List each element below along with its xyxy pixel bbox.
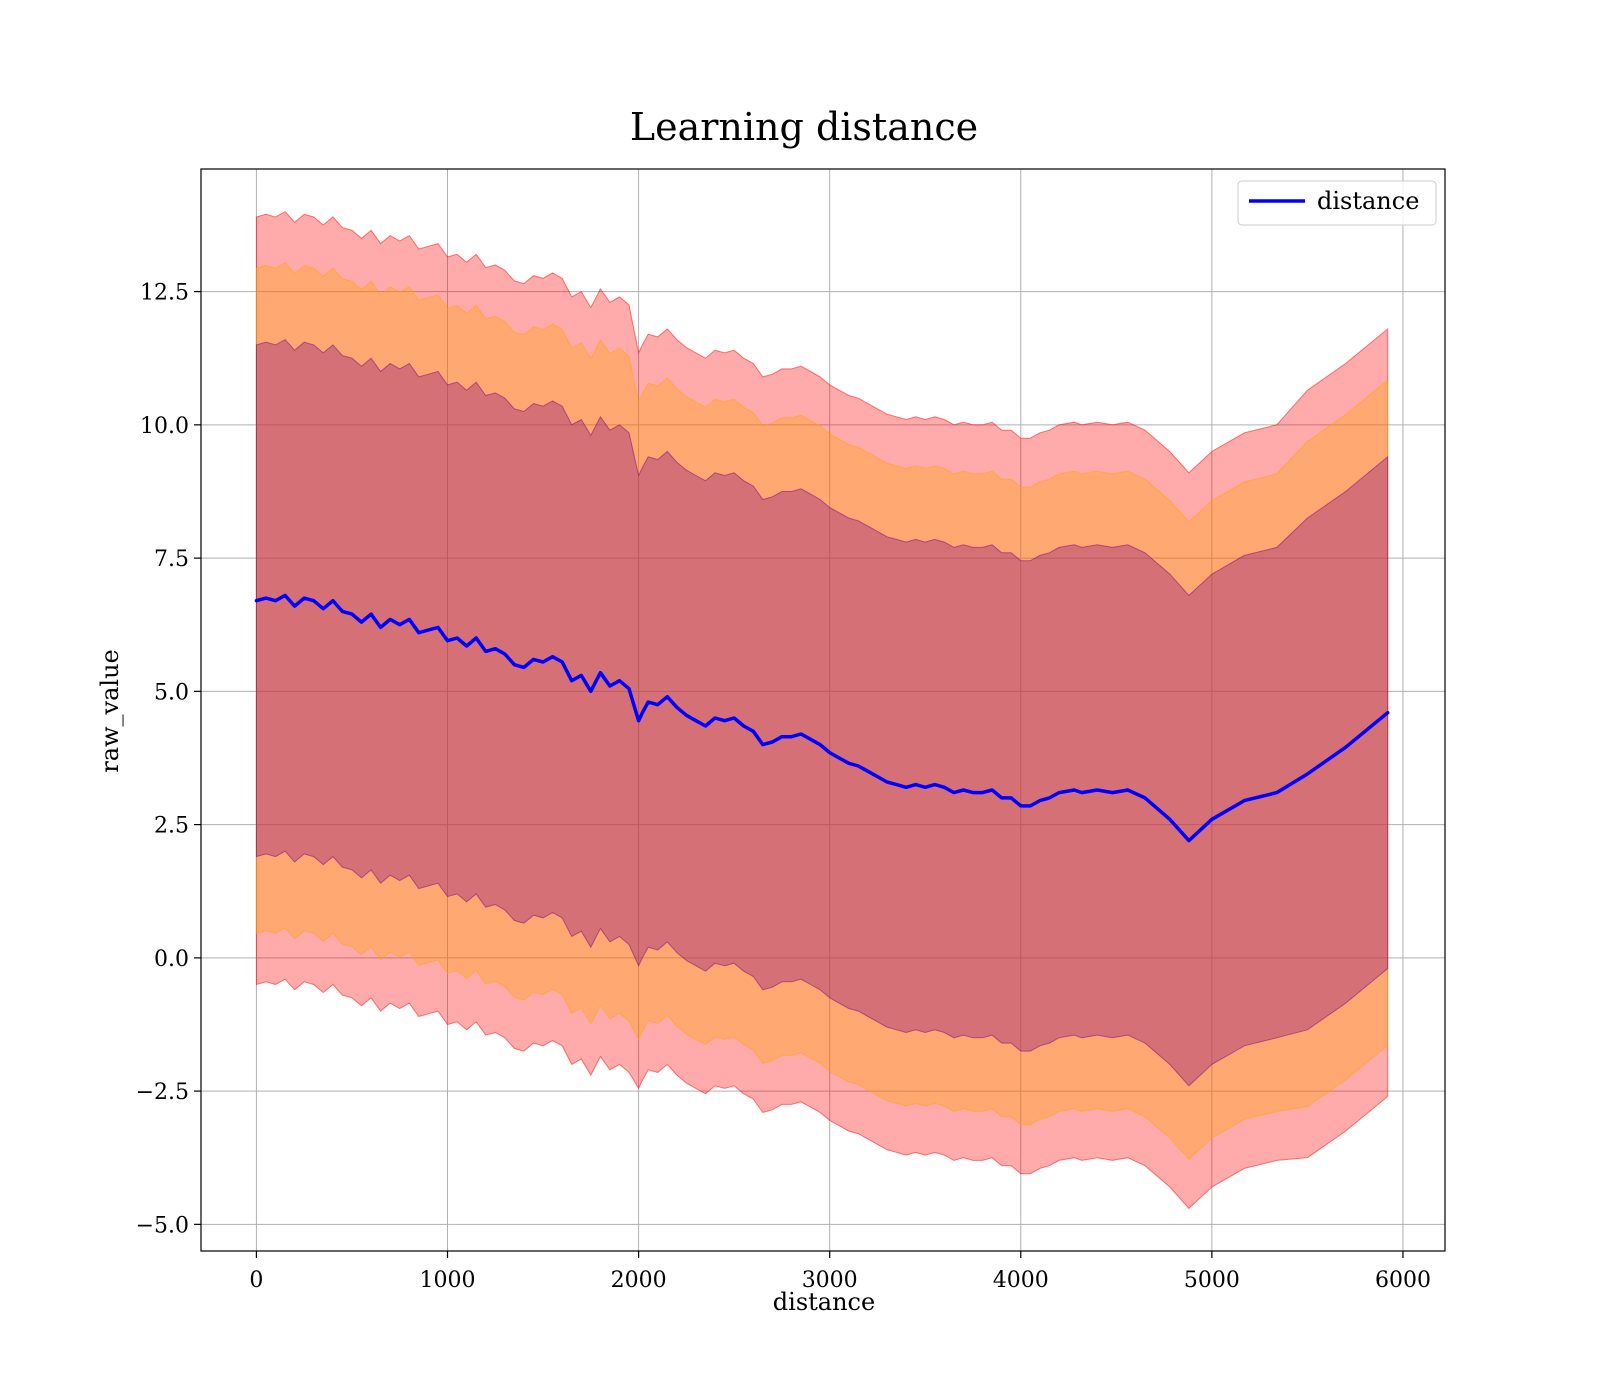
legend-box — [1237, 180, 1437, 226]
x-axis-label: distance — [773, 1288, 875, 1316]
y-tick-label: 12.5 — [140, 281, 189, 306]
std-band — [255, 338, 1389, 1087]
series-line-distance — [254, 593, 1390, 843]
y-tick-label: 7.5 — [154, 547, 189, 572]
y-tick-label: 10.0 — [140, 414, 189, 439]
y-tick-label: 2.5 — [154, 814, 189, 839]
y-tick-label: 5.0 — [154, 680, 189, 705]
grid — [201, 169, 1445, 1251]
y-tick-label: 0.0 — [154, 947, 189, 972]
x-tick-label: 5000 — [1184, 1268, 1240, 1293]
x-tick-label: 1000 — [420, 1268, 476, 1293]
std-bands — [255, 210, 1389, 1210]
plot-area — [201, 169, 1445, 1251]
y-tick-label: −5.0 — [136, 1213, 189, 1238]
x-tick-label: 4000 — [993, 1268, 1049, 1293]
y-axis-label: raw_value — [96, 649, 124, 773]
y-tick-label: −2.5 — [136, 1080, 189, 1105]
x-tick-label: 3000 — [802, 1268, 858, 1293]
y-axis: −5.0 −2.5 0.0 2.5 5.0 7.5 10.0 12.5 — [136, 281, 201, 1238]
legend-label: distance — [1317, 187, 1419, 215]
series-lines — [254, 593, 1390, 843]
x-tick-label: 6000 — [1375, 1268, 1431, 1293]
plot-frame — [200, 168, 1446, 1252]
std-band — [255, 262, 1389, 1161]
x-axis: 0 1000 2000 3000 4000 5000 6000 — [249, 1251, 1431, 1293]
std-band — [255, 210, 1389, 1210]
x-tick-label: 0 — [249, 1268, 263, 1293]
x-tick-label: 2000 — [611, 1268, 667, 1293]
legend: distance — [1237, 180, 1437, 226]
chart-title: Learning distance — [630, 105, 978, 149]
